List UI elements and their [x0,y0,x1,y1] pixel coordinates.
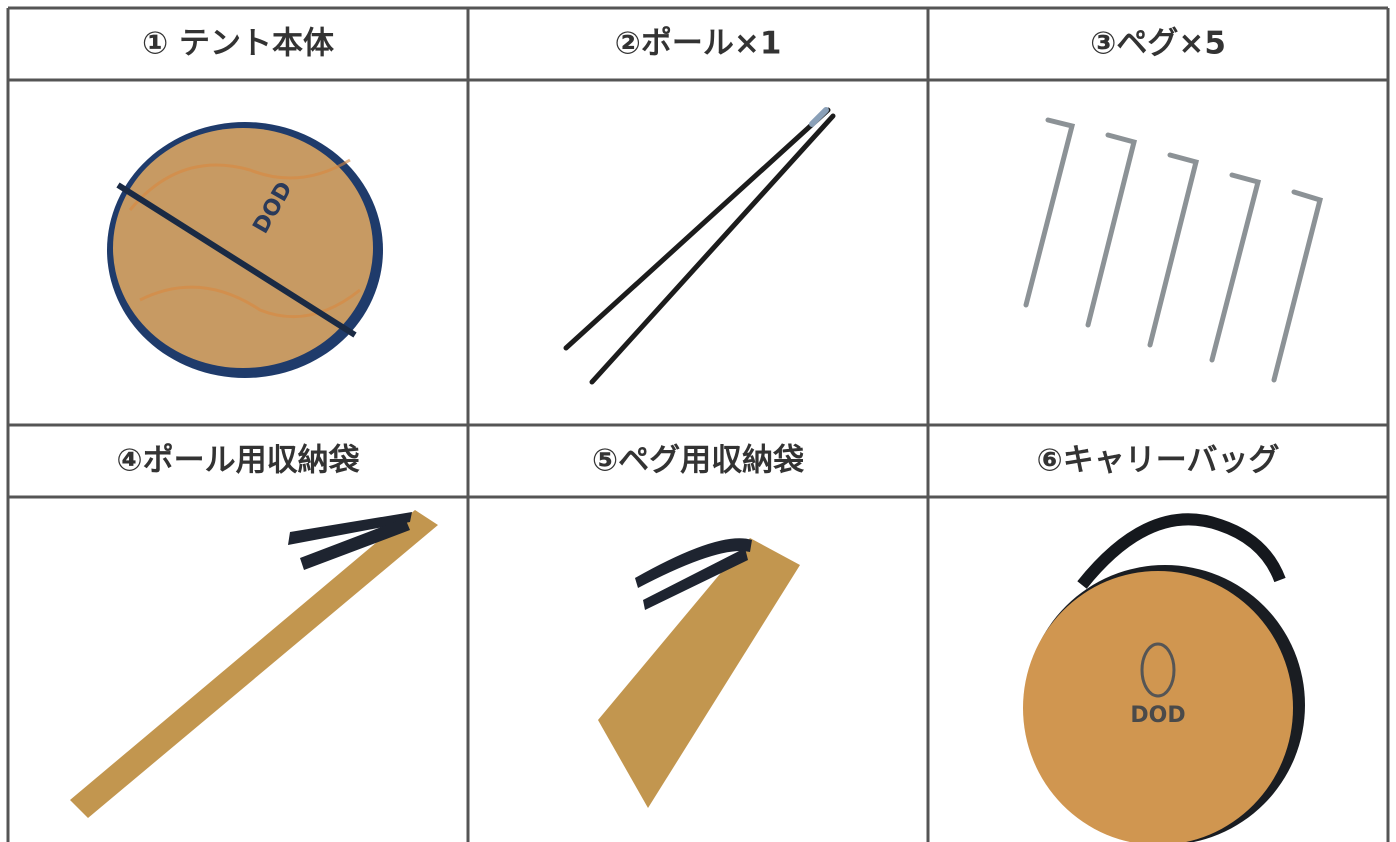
header-row [8,8,1388,80]
cell-label: ④ポール用収納袋 [116,443,359,479]
carry-bag-image: DOD [1023,513,1305,842]
cell-label: ⑤ペグ用収納袋 [592,443,804,479]
cell-label: ②ポール×1 [615,26,782,62]
tent-image: DOD [107,122,383,378]
svg-text:DOD: DOD [1130,703,1185,728]
pole-image [563,107,836,385]
cell-label: ③ペグ×5 [1090,26,1226,62]
header-row [8,425,1388,497]
cell-label: ① テント本体 [142,26,334,62]
pegs-image [1023,117,1324,383]
pole-bag-image [70,510,438,818]
peg-bag-image [598,538,800,808]
cell-label: ⑥キャリーバッグ [1037,443,1280,479]
grid [6,6,1390,842]
